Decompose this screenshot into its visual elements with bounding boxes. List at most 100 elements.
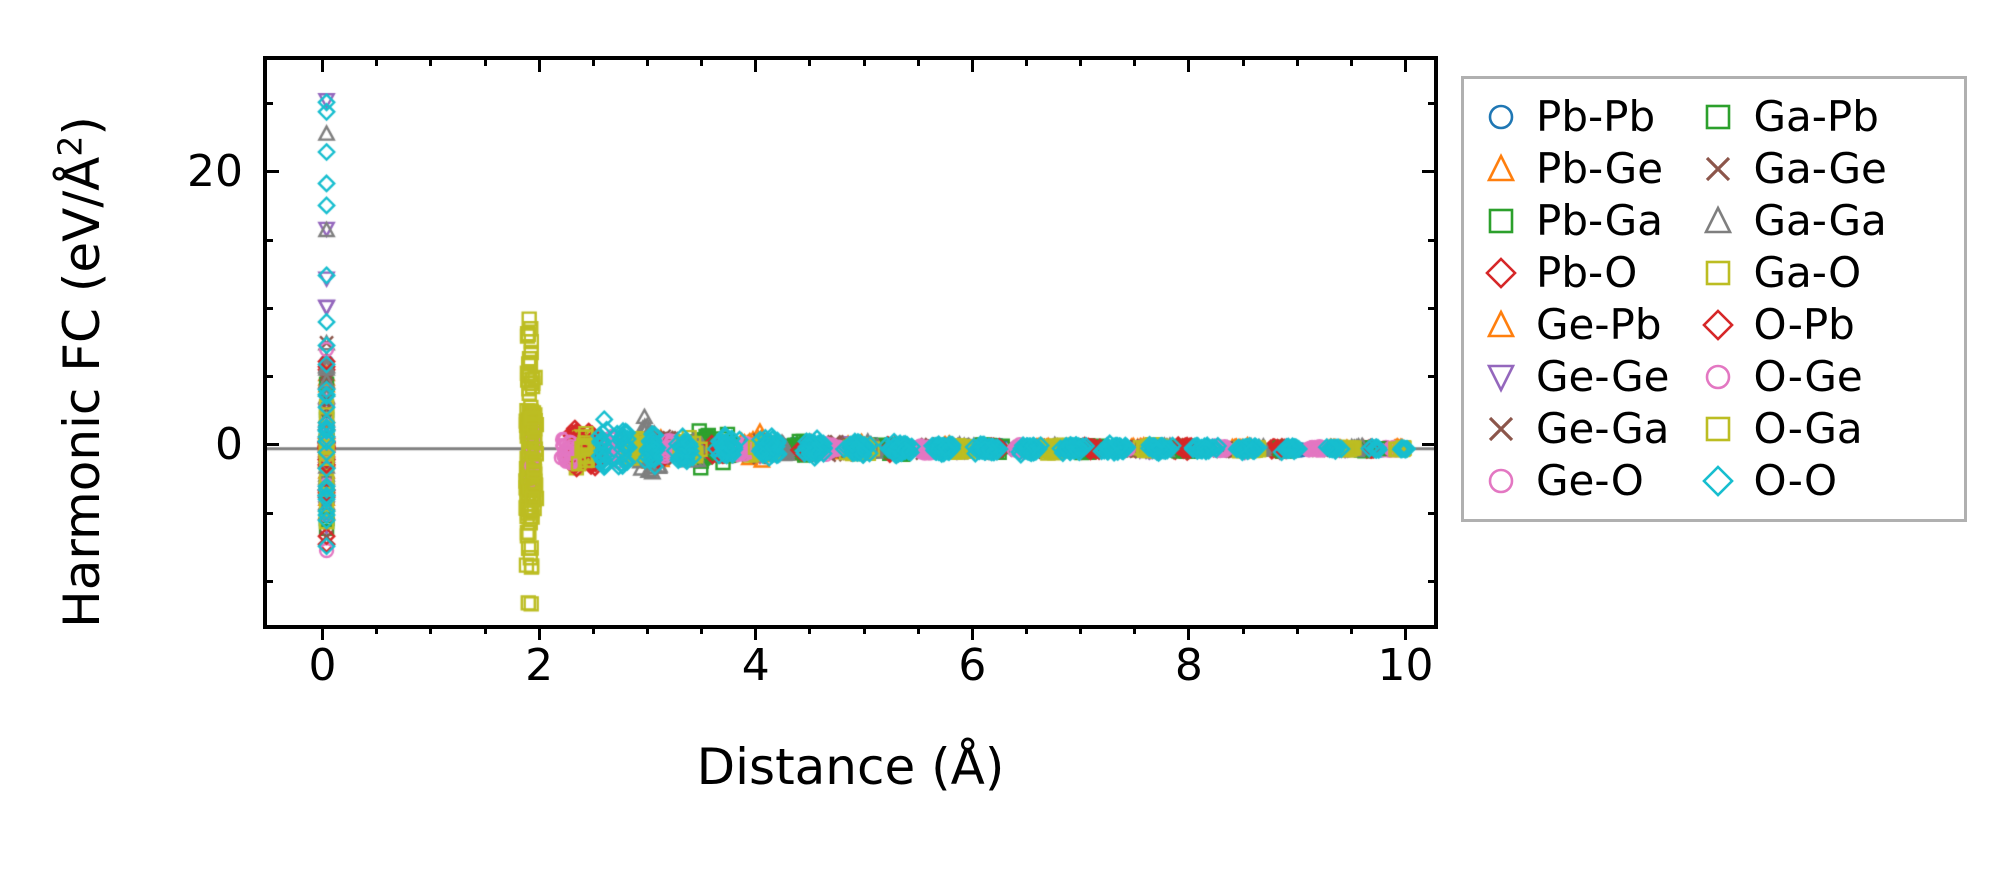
y-tick-minor bbox=[264, 102, 273, 106]
x-tick-major-top bbox=[970, 57, 974, 72]
x-tick-label: 4 bbox=[741, 640, 770, 691]
x-tick-minor-top bbox=[591, 57, 595, 66]
legend-column-1: Pb-Pb Pb-Ge Pb-Ga Pb-O Ge-Pb Ge-Ge Ge-Ga Ge-O bbox=[1478, 91, 1669, 507]
x-tick-minor bbox=[862, 625, 866, 634]
legend-entry-ge-ge[interactable]: Ge-Ge bbox=[1478, 351, 1669, 403]
y-tick-minor-right bbox=[1428, 511, 1437, 515]
legend-label: O-Pb bbox=[1753, 300, 1855, 349]
scatter-plot-canvas bbox=[267, 60, 1434, 625]
legend-label: O-Ge bbox=[1753, 352, 1863, 401]
x-tick-major-top bbox=[321, 57, 325, 72]
legend-entry-ge-o[interactable]: Ge-O bbox=[1478, 455, 1669, 507]
legend-label: Ga-Ge bbox=[1753, 144, 1887, 193]
x-tick-minor-top bbox=[483, 57, 487, 66]
x-tick-minor-top bbox=[1079, 57, 1083, 66]
x-tick-minor-top bbox=[1024, 57, 1028, 66]
legend-entry-pb-o[interactable]: Pb-O bbox=[1478, 247, 1669, 299]
y-tick-minor bbox=[264, 511, 273, 515]
legend-entry-ga-pb[interactable]: Ga-Pb bbox=[1695, 91, 1886, 143]
y-tick-minor-right bbox=[1428, 375, 1437, 379]
y-tick-label: 0 bbox=[215, 418, 243, 470]
legend-label: Pb-Pb bbox=[1536, 92, 1656, 141]
x-tick-minor bbox=[700, 625, 704, 634]
y-tick-label: 20 bbox=[187, 145, 243, 197]
legend-entry-ga-ge[interactable]: Ga-Ge bbox=[1695, 143, 1887, 195]
x-tick-label: 0 bbox=[308, 640, 337, 691]
y-tick-major-right bbox=[1422, 443, 1437, 447]
legend-label: O-O bbox=[1753, 456, 1838, 505]
x-tick-major bbox=[1187, 625, 1191, 640]
y-tick-major-right bbox=[1422, 170, 1437, 174]
legend-entry-pb-ge[interactable]: Pb-Ge bbox=[1478, 143, 1669, 195]
x-tick-minor-top bbox=[808, 57, 812, 66]
legend-entry-pb-pb[interactable]: Pb-Pb bbox=[1478, 91, 1669, 143]
x-tick-minor-top bbox=[862, 57, 866, 66]
legend-entry-o-pb[interactable]: O-Pb bbox=[1695, 299, 1886, 351]
triangle-up-marker-icon bbox=[1478, 146, 1524, 192]
plot-area bbox=[263, 56, 1438, 629]
x-tick-minor-top bbox=[700, 57, 704, 66]
x-tick-minor bbox=[1295, 625, 1299, 634]
square-marker-icon bbox=[1695, 94, 1741, 140]
x-tick-major bbox=[1404, 625, 1407, 640]
legend-label: Ge-Pb bbox=[1536, 300, 1662, 349]
legend-column-2: Ga-Pb Ga-Ge Ga-Ga Ga-O O-Pb O-Ge O-Ga O-O bbox=[1695, 91, 1887, 507]
x-tick-label: 2 bbox=[525, 640, 554, 691]
legend-label: Ga-O bbox=[1753, 248, 1862, 297]
y-tick-minor bbox=[264, 238, 273, 242]
x-tick-minor bbox=[1241, 625, 1245, 634]
x-tick-minor bbox=[375, 625, 379, 634]
y-tick-minor bbox=[264, 375, 273, 379]
legend-entry-ge-ga[interactable]: Ge-Ga bbox=[1478, 403, 1669, 455]
y-axis-label-exponent: 2 bbox=[50, 135, 90, 157]
circle-marker-icon bbox=[1695, 354, 1741, 400]
triangle-up-marker-icon bbox=[1478, 302, 1524, 348]
x-marker-icon bbox=[1695, 146, 1741, 192]
x-tick-major bbox=[537, 625, 541, 640]
diamond-marker-icon bbox=[1695, 302, 1741, 348]
legend-label: Pb-Ga bbox=[1536, 196, 1663, 245]
circle-marker-icon bbox=[1478, 458, 1524, 504]
x-tick-minor-top bbox=[1241, 57, 1245, 66]
legend-label: Ge-Ge bbox=[1536, 352, 1670, 401]
x-tick-minor-top bbox=[1349, 57, 1353, 66]
legend-entry-o-ga[interactable]: O-Ga bbox=[1695, 403, 1886, 455]
x-tick-major-top bbox=[1187, 57, 1191, 72]
x-tick-label: 8 bbox=[1174, 640, 1203, 691]
square-marker-icon bbox=[1695, 250, 1741, 296]
y-axis-label-prefix: Harmonic FC (eV/Å bbox=[53, 156, 111, 628]
x-tick-minor bbox=[808, 625, 812, 634]
x-tick-major-top bbox=[754, 57, 758, 72]
x-tick-label: 10 bbox=[1377, 640, 1434, 691]
legend-entry-ge-pb[interactable]: Ge-Pb bbox=[1478, 299, 1669, 351]
x-tick-minor-top bbox=[375, 57, 379, 66]
y-tick-minor-right bbox=[1428, 579, 1437, 583]
legend-entry-o-ge[interactable]: O-Ge bbox=[1695, 351, 1886, 403]
diamond-marker-icon bbox=[1478, 250, 1524, 296]
diamond-marker-icon bbox=[1695, 458, 1741, 504]
legend-label: O-Ga bbox=[1753, 404, 1863, 453]
y-tick-minor-right bbox=[1428, 306, 1437, 310]
x-tick-minor-top bbox=[916, 57, 920, 66]
y-tick-minor bbox=[264, 306, 273, 310]
legend-label: Pb-O bbox=[1536, 248, 1638, 297]
x-tick-minor bbox=[429, 625, 433, 634]
x-tick-minor-top bbox=[645, 57, 649, 66]
x-tick-major-top bbox=[537, 57, 541, 72]
x-tick-minor bbox=[1024, 625, 1028, 634]
y-tick-minor-right bbox=[1428, 238, 1437, 242]
legend-entry-ga-o[interactable]: Ga-O bbox=[1695, 247, 1886, 299]
legend-entry-o-o[interactable]: O-O bbox=[1695, 455, 1886, 507]
triangle-down-marker-icon bbox=[1478, 354, 1524, 400]
legend-entry-ga-ga[interactable]: Ga-Ga bbox=[1695, 195, 1887, 247]
y-tick-minor-right bbox=[1428, 102, 1437, 106]
x-tick-major bbox=[754, 625, 758, 640]
legend-entry-pb-ga[interactable]: Pb-Ga bbox=[1478, 195, 1669, 247]
square-marker-icon bbox=[1478, 198, 1524, 244]
x-tick-minor bbox=[1349, 625, 1353, 634]
x-tick-minor-top bbox=[1133, 57, 1137, 66]
x-marker-icon bbox=[1478, 406, 1524, 452]
legend-label: Ga-Pb bbox=[1753, 92, 1879, 141]
x-tick-label: 6 bbox=[958, 640, 987, 691]
